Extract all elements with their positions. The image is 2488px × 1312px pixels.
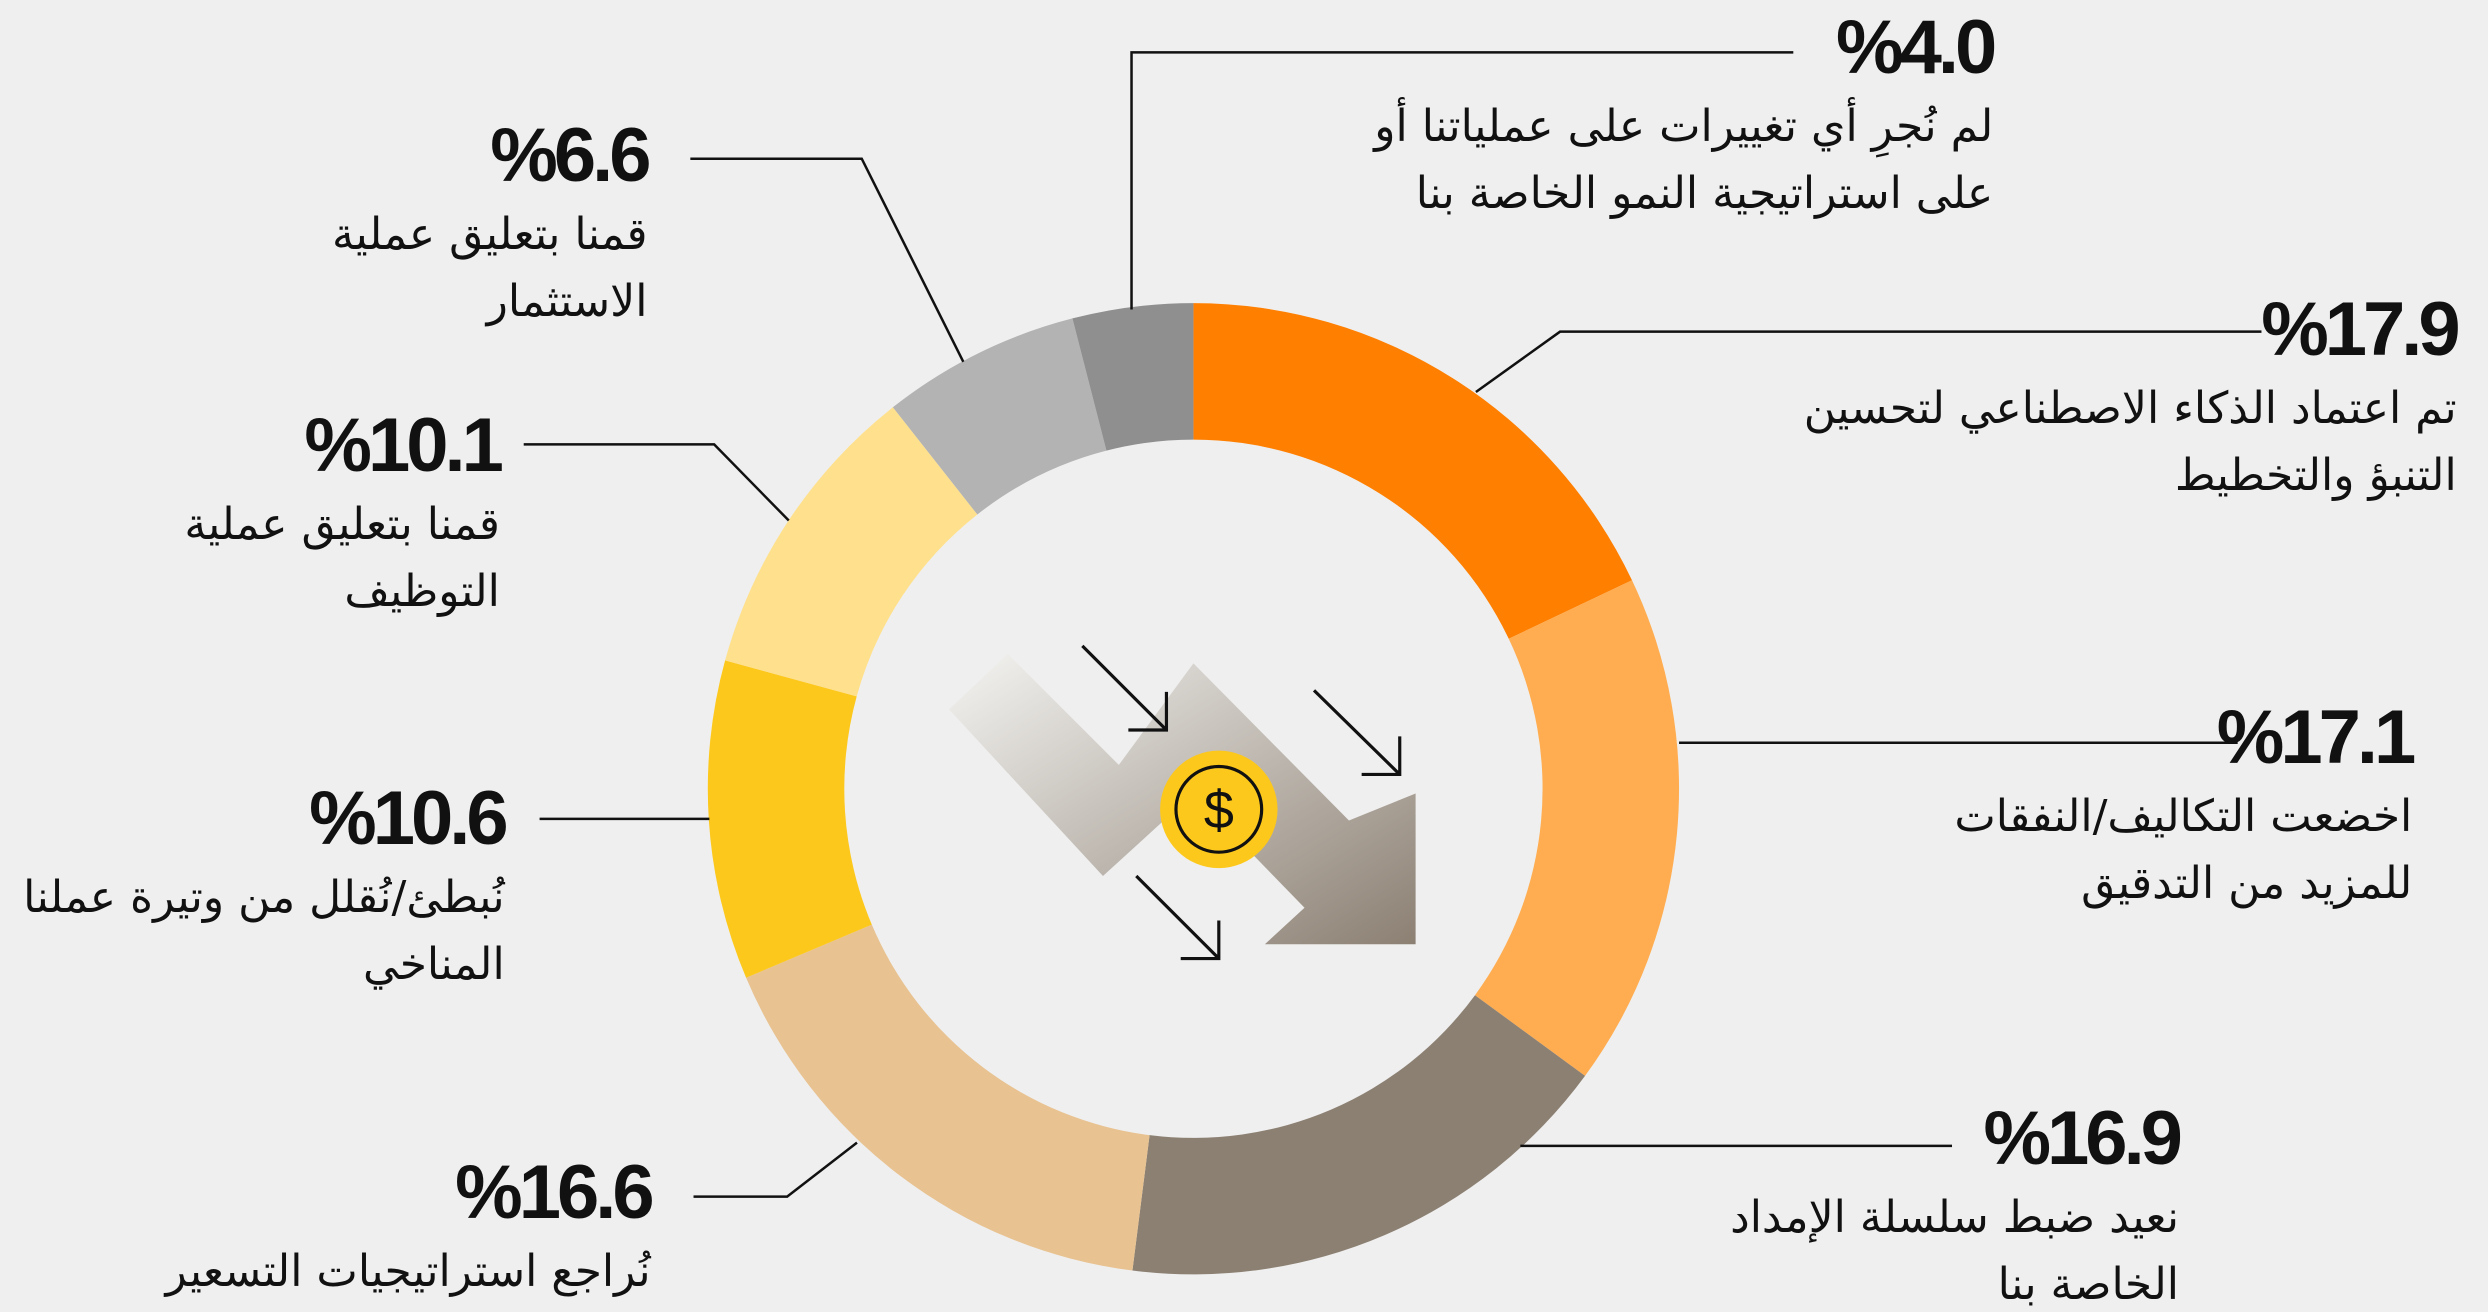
donut-slice bbox=[892, 318, 1107, 515]
percent-label: %16.9 bbox=[1983, 1096, 2182, 1182]
leader-line bbox=[523, 443, 790, 522]
small-arrows bbox=[1081, 644, 1402, 961]
percent-label: %10.1 bbox=[304, 402, 503, 488]
percent-label: %4.0 bbox=[1836, 4, 1997, 90]
category-label: قمنا بتعليق عملية bbox=[331, 208, 648, 260]
category-label: التوظيف bbox=[344, 565, 500, 617]
category-label: تم اعتماد الذكاء الاصطناعي لتحسين bbox=[1803, 383, 2457, 435]
category-label: اخضعت التكاليف/النفقات bbox=[1954, 790, 2413, 842]
donut-slice bbox=[1072, 303, 1194, 451]
label: %17.9 تم اعتماد الذكاء الاصطناعي لتحسين ال… bbox=[1803, 285, 2461, 509]
percent-label: %10.6 bbox=[309, 775, 508, 861]
category-label: المناخي bbox=[363, 938, 505, 990]
category-label: نعيد ضبط سلسلة الإمداد bbox=[1730, 1192, 2179, 1244]
label: %10.1 قمنا بتعليق عملية التوظيف bbox=[184, 401, 504, 625]
donut-slice bbox=[1474, 580, 1680, 1076]
category-label: الخاصة بنا bbox=[1997, 1259, 2179, 1311]
center-icon: $ bbox=[949, 644, 1416, 961]
coin-ring bbox=[1174, 764, 1264, 854]
label: %17.1 اخضعت التكاليف/النفقات للمزيد من الت… bbox=[1954, 693, 2416, 917]
leader-line bbox=[1475, 330, 2262, 394]
leader-line bbox=[693, 1141, 858, 1198]
label: %10.6 نُبطئ/نُقلل من وتيرة عملنا المناخي bbox=[23, 774, 509, 998]
category-label: لم نُجرِ أي تغييرات على عملياتنا أو bbox=[1374, 100, 1994, 152]
category-label: نُبطئ/نُقلل من وتيرة عملنا bbox=[23, 871, 505, 923]
percent-label: %6.6 bbox=[490, 112, 651, 198]
percent-label: %16.6 bbox=[455, 1150, 655, 1236]
donut-slice bbox=[725, 407, 978, 697]
percent-label: %17.1 bbox=[2216, 694, 2416, 780]
coin-symbol: $ bbox=[1204, 780, 1234, 840]
donut-slice bbox=[707, 660, 872, 978]
label: %6.6 قمنا بتعليق عملية الاستثمار bbox=[331, 111, 652, 335]
label: %16.9 نعيد ضبط سلسلة الإمداد الخاصة بنا bbox=[1730, 1094, 2183, 1312]
category-label: قمنا بتعليق عملية bbox=[184, 498, 500, 550]
category-label: نُراجع استراتيجيات التسعير bbox=[165, 1246, 651, 1298]
donut-slice bbox=[1193, 303, 1632, 639]
label: %16.6 نُراجع استراتيجيات التسعير bbox=[165, 1148, 655, 1305]
leader-line bbox=[1130, 51, 1794, 310]
category-label: على استراتيجية النمو الخاصة بنا bbox=[1415, 167, 1994, 219]
category-label: التنبؤ والتخطيط bbox=[2174, 450, 2457, 502]
label: %4.0 لم نُجرِ أي تغييرات على عملياتنا أو ع… bbox=[1374, 3, 1997, 227]
percent-label: %17.9 bbox=[2261, 287, 2460, 373]
leader-line bbox=[690, 157, 965, 363]
category-label: للمزيد من التدقيق bbox=[2081, 857, 2413, 909]
category-label: الاستثمار bbox=[486, 275, 648, 327]
donut-slice bbox=[1132, 995, 1586, 1275]
donut-slice bbox=[746, 924, 1150, 1271]
